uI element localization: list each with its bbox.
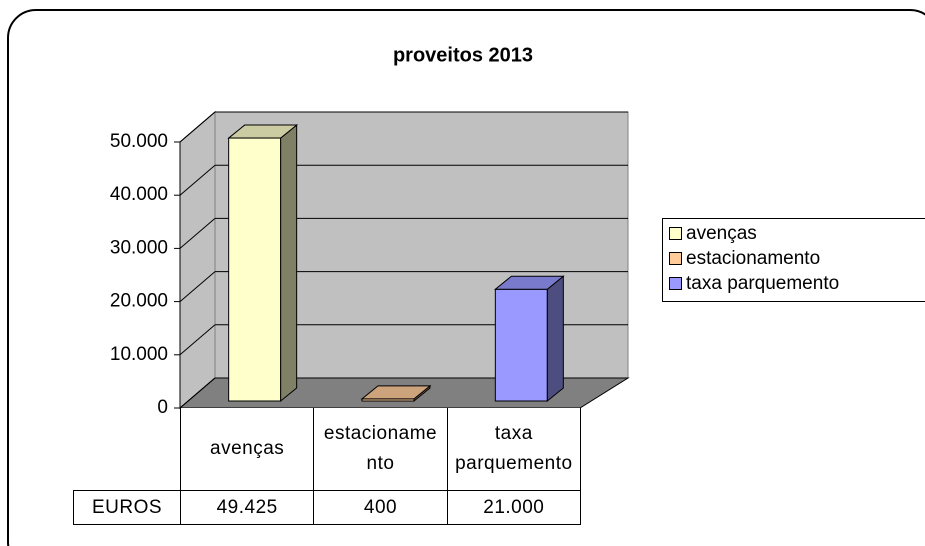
bar-side [280, 124, 298, 403]
table-value: 49.425 [180, 490, 315, 525]
bar [228, 137, 282, 402]
legend-swatch [669, 277, 682, 290]
legend-label: estacionamento [686, 248, 821, 269]
table-header: taxa parquemento [446, 408, 581, 491]
legend-swatch [669, 227, 682, 240]
y-tick-label: 0 [157, 397, 168, 418]
grid-line [179, 111, 216, 143]
y-tick-label: 40.000 [110, 184, 168, 205]
bar-top [493, 275, 565, 290]
grid-line [179, 377, 216, 409]
chart-title: proveitos 2013 [393, 44, 533, 66]
legend-item: avenças [669, 221, 925, 246]
legend-swatch [669, 252, 682, 265]
legend-item: estacionamento [669, 246, 925, 271]
grid-line [179, 324, 216, 356]
y-tick-label: 20.000 [110, 291, 168, 312]
grid-line [179, 271, 216, 302]
y-tick-label: 10.000 [110, 344, 168, 365]
table-value: 21.000 [446, 490, 581, 525]
bar-top [360, 385, 432, 400]
grid-line [179, 164, 216, 196]
table-header: avenças [180, 408, 315, 491]
bar-top [227, 124, 299, 139]
grid-line [179, 218, 216, 249]
table-row-label: EUROS [73, 490, 181, 525]
table-value: 400 [313, 490, 448, 525]
legend-label: taxa parquemento [686, 273, 840, 294]
legend-item: taxa parquemento [669, 271, 925, 296]
legend-label: avenças [686, 223, 757, 244]
legend: avenças estacionamento taxa parquemento [662, 218, 925, 302]
y-tick-label: 50.000 [110, 131, 168, 152]
table-header: estacionamento [313, 408, 448, 491]
bar-side [546, 275, 564, 403]
bar [494, 288, 548, 402]
y-tick-label: 30.000 [110, 237, 168, 258]
side-wall [179, 110, 216, 410]
